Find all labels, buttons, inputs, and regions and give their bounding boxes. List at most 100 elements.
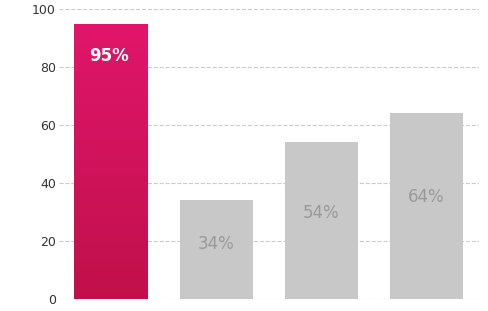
Bar <box>74 43 148 44</box>
Bar <box>74 57 148 58</box>
Bar <box>74 104 148 105</box>
Bar <box>74 262 148 263</box>
Bar <box>74 46 148 47</box>
Bar <box>74 191 148 193</box>
Bar <box>74 73 148 75</box>
Bar <box>74 286 148 288</box>
Bar <box>74 296 148 297</box>
Bar <box>74 204 148 205</box>
Bar <box>74 150 148 151</box>
Bar <box>74 266 148 267</box>
Bar <box>74 121 148 123</box>
Bar <box>74 132 148 134</box>
Bar <box>74 139 148 141</box>
Bar <box>74 289 148 290</box>
Bar <box>74 252 148 253</box>
Bar <box>74 235 148 237</box>
Bar <box>74 101 148 102</box>
Bar <box>74 145 148 146</box>
Bar <box>74 171 148 172</box>
Bar <box>74 135 148 137</box>
Bar <box>74 95 148 97</box>
Bar <box>74 292 148 293</box>
Bar <box>74 40 148 42</box>
Bar <box>74 91 148 92</box>
Bar <box>74 230 148 231</box>
Bar <box>74 183 148 184</box>
Bar <box>74 124 148 125</box>
Bar <box>74 113 148 114</box>
Bar <box>74 198 148 200</box>
Bar <box>74 54 148 55</box>
Text: 34%: 34% <box>198 235 234 253</box>
Bar <box>74 106 148 108</box>
Bar <box>74 215 148 216</box>
Bar <box>74 137 148 138</box>
Bar <box>74 87 148 88</box>
Bar <box>74 259 148 260</box>
Bar <box>74 88 148 90</box>
Bar <box>74 282 148 283</box>
Bar <box>74 125 148 127</box>
Bar <box>74 260 148 262</box>
Bar <box>74 275 148 276</box>
Bar <box>74 186 148 187</box>
Bar <box>74 222 148 223</box>
Bar <box>74 223 148 224</box>
Bar <box>74 248 148 249</box>
Bar <box>74 68 148 69</box>
Bar <box>74 110 148 112</box>
Bar <box>74 178 148 179</box>
Bar <box>74 207 148 208</box>
Text: 54%: 54% <box>303 204 339 222</box>
Bar <box>74 174 148 175</box>
Bar <box>74 201 148 202</box>
Bar <box>74 220 148 222</box>
Bar <box>74 42 148 43</box>
Bar <box>74 105 148 106</box>
Bar <box>74 231 148 233</box>
Bar <box>74 182 148 183</box>
Bar <box>74 227 148 229</box>
Bar <box>74 212 148 213</box>
Bar <box>74 242 148 244</box>
Bar <box>74 62 148 64</box>
Bar <box>74 50 148 51</box>
Bar <box>74 35 148 36</box>
Bar <box>74 130 148 131</box>
Bar <box>74 239 148 241</box>
Bar <box>74 116 148 117</box>
Bar <box>74 278 148 279</box>
Bar <box>74 36 148 38</box>
Bar <box>389 114 463 299</box>
Bar <box>74 59 148 61</box>
Bar <box>74 79 148 80</box>
Bar <box>74 143 148 145</box>
Bar <box>74 209 148 211</box>
Bar <box>74 165 148 167</box>
Bar <box>74 244 148 245</box>
Bar <box>74 169 148 171</box>
Bar <box>74 81 148 83</box>
Bar <box>74 270 148 271</box>
Bar <box>284 142 358 299</box>
Bar <box>74 283 148 285</box>
Bar <box>74 163 148 164</box>
Bar <box>74 146 148 147</box>
Bar <box>74 180 148 182</box>
Bar <box>74 29 148 31</box>
Bar <box>74 51 148 53</box>
Bar <box>74 112 148 113</box>
Bar <box>74 26 148 28</box>
Bar <box>74 211 148 212</box>
Bar <box>74 61 148 62</box>
Bar <box>74 102 148 104</box>
Bar <box>74 47 148 49</box>
Bar <box>74 49 148 50</box>
Bar <box>74 38 148 39</box>
Bar <box>74 94 148 95</box>
Bar <box>74 86 148 87</box>
Bar <box>74 213 148 215</box>
Bar <box>74 55 148 57</box>
Text: 95%: 95% <box>89 47 129 65</box>
